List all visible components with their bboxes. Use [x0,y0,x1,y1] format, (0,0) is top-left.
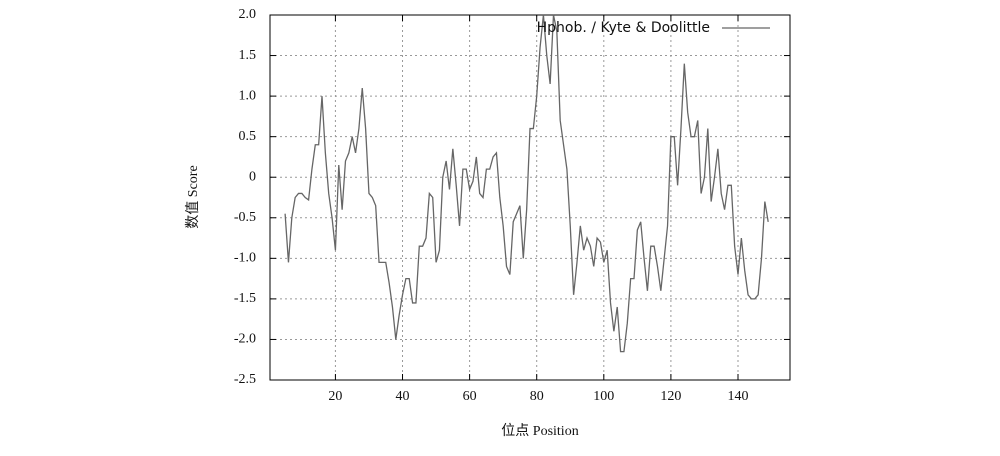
x-tick-label: 20 [328,389,342,404]
y-axis-label: 数值 Score [185,165,201,228]
x-tick-label: 40 [396,389,410,404]
x-tick-label: 100 [593,389,614,404]
x-tick-label: 60 [463,389,477,404]
y-tick-label: -1.5 [234,291,256,306]
y-tick-label: -0.5 [234,210,256,225]
data-line [284,14,769,353]
legend-label: Hphob. / Kyte & Doolittle [537,20,710,36]
y-tick-label: 0 [249,169,256,184]
x-tick-label: 140 [728,389,749,404]
y-tick-label: 2.0 [239,7,257,22]
y-tick-label: -2.5 [234,372,256,387]
y-tick-label: 1.0 [239,88,257,103]
plot-frame [269,14,791,381]
x-tick-label: 120 [660,389,681,404]
y-tick-label: 1.5 [239,48,257,63]
y-tick-label: -1.0 [234,251,256,266]
y-tick-label: 0.5 [239,129,257,144]
x-tick-label: 80 [530,389,544,404]
y-tick-label: -2.0 [234,332,256,347]
x-axis-label: 位点 Position [501,423,578,439]
